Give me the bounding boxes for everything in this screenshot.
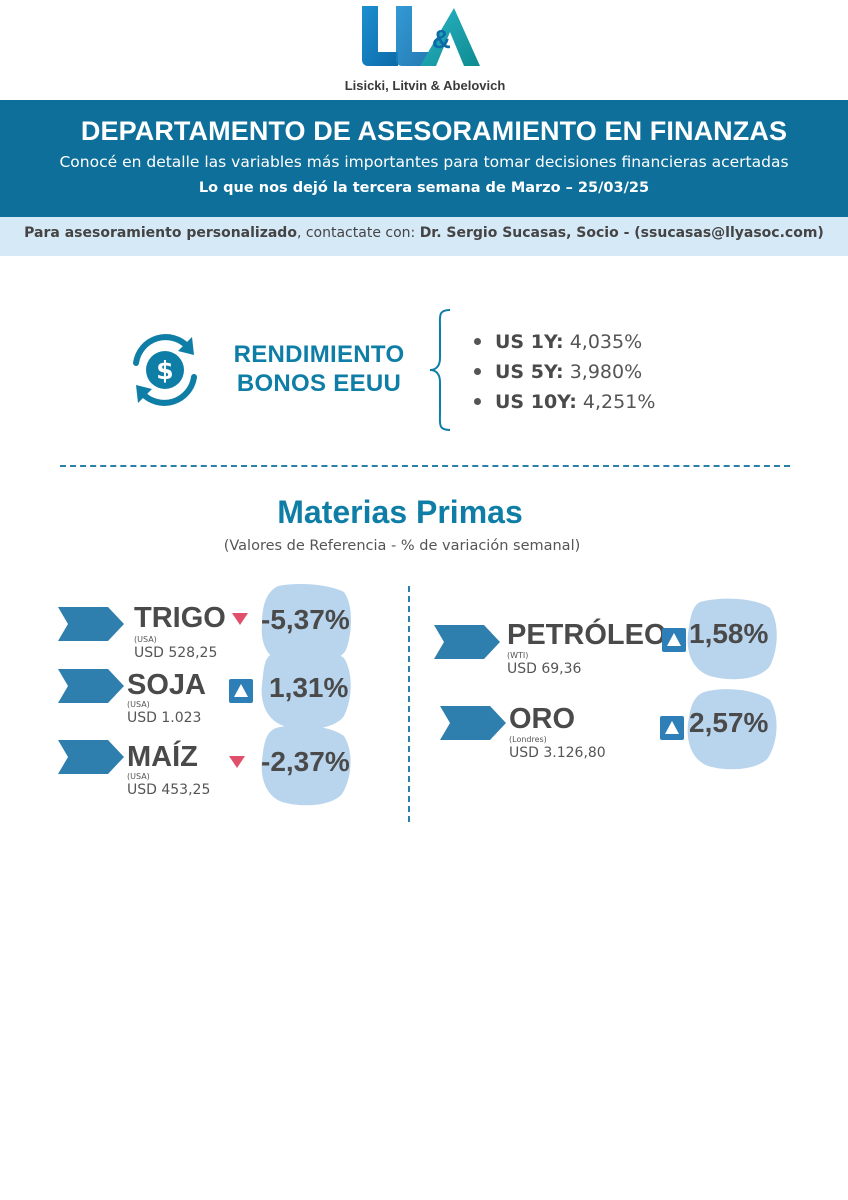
- bullet-icon: [474, 397, 481, 405]
- contact-lead: Para asesoramiento personalizado: [24, 225, 297, 241]
- company-name: Lisicki, Litvin & Abelovich: [344, 78, 506, 93]
- bond-value: 4,251%: [582, 391, 656, 413]
- commodity-change: 1,31%: [269, 672, 349, 703]
- list-item: US 5Y: 3,980%: [470, 357, 655, 387]
- commodity-change: 2,57%: [689, 707, 769, 738]
- lla-logo-icon: &: [362, 6, 480, 66]
- commodity-change: -5,37%: [261, 604, 350, 635]
- chevron-arrow-icon: [58, 607, 124, 641]
- commodity-name: MAÍZ: [127, 741, 198, 773]
- commodities-subtitle: (Valores de Referencia - % de variación …: [223, 538, 581, 554]
- contact-person: Dr. Sergio Sucasas, Socio - (ssucasas@ll…: [419, 225, 824, 241]
- commodity-origin: (USA): [127, 700, 150, 709]
- section-divider: [60, 465, 790, 467]
- up-arrow-icon: [662, 628, 686, 652]
- commodity-name: SOJA: [127, 669, 206, 701]
- bonds-title-line2: BONOS EEUU: [236, 370, 402, 397]
- down-arrow-icon: [232, 613, 248, 625]
- up-arrow-icon: [229, 679, 253, 703]
- highlight-blob: [261, 649, 351, 730]
- list-item: US 1Y: 4,035%: [470, 327, 655, 357]
- column-divider: [408, 586, 410, 822]
- highlight-blob: [261, 584, 351, 666]
- dollar-cycle-icon: $: [133, 334, 197, 406]
- highlight-blob: [687, 689, 777, 770]
- commodities-title: Materias Primas: [277, 494, 523, 530]
- svg-text:&: &: [432, 24, 451, 54]
- bullet-icon: [474, 367, 481, 375]
- company-logo: & Lisicki, Litvin & Abelovich: [340, 4, 510, 94]
- up-arrow-icon: [660, 716, 684, 740]
- page-title: DEPARTAMENTO DE ASESORAMIENTO EN FINANZA…: [80, 116, 788, 146]
- commodity-price: USD 69,36: [507, 661, 582, 677]
- brace-icon: [429, 309, 451, 431]
- commodity-price: USD 3.126,80: [509, 745, 606, 761]
- report-week: Lo que nos dejó la tercera semana de Mar…: [198, 180, 650, 196]
- highlight-blob: [687, 598, 777, 680]
- page-subtitle: Conocé en detalle las variables más impo…: [59, 153, 789, 171]
- contact-connector: , contactate con:: [296, 225, 420, 241]
- down-arrow-icon: [229, 756, 245, 768]
- bond-value: 4,035%: [569, 331, 643, 353]
- bonds-title-line1: RENDIMIENTO: [233, 341, 405, 368]
- bonds-list: US 1Y: 4,035% US 5Y: 3,980% US 10Y: 4,25…: [470, 327, 655, 417]
- chevron-arrow-icon: [58, 740, 124, 774]
- chevron-arrow-icon: [440, 706, 506, 740]
- commodity-price: USD 1.023: [127, 710, 202, 726]
- bond-value: 3,980%: [569, 361, 643, 383]
- bond-label: US 5Y:: [495, 361, 564, 383]
- commodity-origin: (USA): [127, 772, 150, 781]
- bonds-title: RENDIMIENTO BONOS EEUU: [212, 340, 426, 398]
- contact-bar: Para asesoramiento personalizado, contac…: [0, 217, 848, 256]
- commodity-origin: (WTI): [507, 651, 529, 660]
- svg-text:$: $: [156, 356, 173, 385]
- commodity-name: PETRÓLEO: [507, 619, 667, 651]
- commodity-name: TRIGO: [134, 602, 226, 634]
- commodity-change: 1,58%: [689, 618, 769, 649]
- commodity-name: ORO: [509, 703, 576, 735]
- commodity-origin: (Londres): [509, 735, 547, 744]
- highlight-blob: [261, 725, 351, 806]
- list-item: US 10Y: 4,251%: [470, 387, 655, 417]
- header-banner: DEPARTAMENTO DE ASESORAMIENTO EN FINANZA…: [0, 100, 848, 217]
- commodity-price: USD 528,25: [134, 645, 218, 661]
- chevron-arrow-icon: [434, 625, 500, 659]
- bullet-icon: [474, 337, 481, 345]
- commodity-change: -2,37%: [261, 746, 350, 777]
- commodity-price: USD 453,25: [127, 782, 211, 798]
- chevron-arrow-icon: [58, 669, 124, 703]
- bond-label: US 1Y:: [495, 331, 564, 353]
- bond-label: US 10Y:: [495, 391, 577, 413]
- commodity-origin: (USA): [134, 635, 157, 644]
